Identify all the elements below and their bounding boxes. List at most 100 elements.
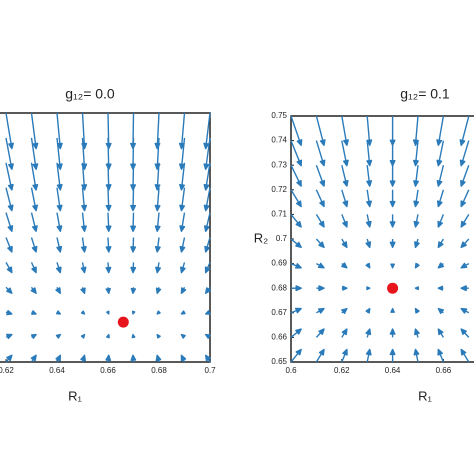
arrow bbox=[365, 328, 372, 338]
arrow bbox=[106, 333, 110, 339]
y-tick-label: 0.67 bbox=[271, 308, 287, 317]
arrow bbox=[30, 237, 38, 253]
arrow bbox=[389, 165, 396, 187]
arrow bbox=[366, 286, 371, 291]
arrow bbox=[459, 115, 470, 146]
arrow bbox=[55, 262, 62, 274]
arrow bbox=[105, 212, 112, 232]
arrow bbox=[56, 112, 63, 150]
arrow bbox=[412, 115, 419, 146]
arrow bbox=[436, 165, 445, 187]
arrow bbox=[5, 137, 14, 170]
arrow bbox=[179, 187, 186, 212]
arrow bbox=[290, 213, 302, 228]
y-tick-label: 0.69 bbox=[271, 259, 287, 268]
y-tick-label: 0.74 bbox=[271, 136, 287, 145]
arrow bbox=[365, 262, 371, 269]
arrow bbox=[178, 112, 186, 150]
arrow bbox=[413, 189, 420, 208]
arrow bbox=[80, 262, 87, 274]
arrow bbox=[389, 239, 396, 249]
arrow bbox=[365, 348, 372, 363]
panel-title: g₁₂= 0.0 bbox=[65, 86, 115, 102]
arrow bbox=[156, 310, 161, 315]
arrow bbox=[341, 165, 349, 187]
arrow bbox=[460, 189, 470, 208]
arrow bbox=[180, 354, 187, 363]
arrow bbox=[30, 333, 37, 339]
arrow bbox=[437, 348, 445, 363]
arrow bbox=[414, 286, 419, 291]
arrow bbox=[130, 187, 137, 212]
arrow bbox=[413, 214, 420, 228]
arrow bbox=[315, 348, 325, 363]
x-tick-label: 0.66 bbox=[100, 366, 116, 375]
arrow bbox=[80, 310, 86, 315]
arrow bbox=[5, 187, 14, 212]
arrow bbox=[341, 262, 348, 269]
x-tick-label: 0.66 bbox=[436, 366, 452, 375]
arrow bbox=[204, 354, 211, 363]
equilibrium-point bbox=[387, 282, 399, 294]
arrow bbox=[154, 187, 161, 212]
x-axis-label: R₁ bbox=[418, 388, 432, 403]
arrow bbox=[56, 212, 63, 232]
x-tick-label: 0.64 bbox=[49, 366, 65, 375]
equilibrium-point bbox=[117, 316, 129, 328]
arrow bbox=[105, 262, 112, 274]
x-tick-label: 0.7 bbox=[204, 366, 216, 375]
arrow bbox=[315, 164, 326, 187]
x-tick-label: 0.62 bbox=[334, 366, 350, 375]
arrow bbox=[460, 238, 470, 249]
arrow bbox=[290, 262, 302, 269]
arrow bbox=[436, 115, 445, 146]
arrow bbox=[204, 237, 211, 253]
arrow bbox=[30, 137, 39, 170]
arrow bbox=[460, 214, 470, 228]
arrow bbox=[204, 310, 211, 315]
arrow bbox=[290, 164, 302, 187]
arrow bbox=[130, 287, 137, 294]
arrow bbox=[55, 333, 62, 339]
arrow bbox=[460, 328, 470, 338]
y-tick-label: 0.7 bbox=[276, 234, 288, 243]
arrow bbox=[106, 310, 110, 315]
arrow bbox=[341, 214, 348, 228]
arrow bbox=[5, 286, 13, 294]
arrow bbox=[55, 310, 62, 315]
arrow bbox=[459, 140, 470, 167]
arrow bbox=[414, 262, 420, 269]
arrow bbox=[413, 165, 419, 187]
y-tick-label: 0.75 bbox=[271, 111, 287, 120]
y-axis-label: R₂ bbox=[254, 230, 268, 245]
arrow bbox=[315, 238, 325, 249]
y-tick-label: 0.68 bbox=[271, 283, 287, 292]
arrow bbox=[154, 162, 161, 191]
arrow bbox=[316, 307, 325, 314]
arrow bbox=[204, 262, 211, 274]
arrow bbox=[30, 354, 37, 363]
x-tick-label: 0.64 bbox=[385, 366, 401, 375]
arrow bbox=[389, 140, 396, 167]
arrow bbox=[414, 307, 420, 314]
arrow bbox=[80, 333, 86, 339]
arrow bbox=[437, 328, 444, 338]
arrow bbox=[179, 162, 186, 191]
arrow bbox=[81, 187, 88, 212]
arrow bbox=[437, 285, 444, 291]
arrow bbox=[203, 137, 211, 170]
arrow bbox=[203, 187, 211, 212]
x-tick-label: 0.6 bbox=[285, 366, 297, 375]
arrow bbox=[389, 189, 396, 208]
arrow bbox=[5, 262, 13, 274]
arrow bbox=[80, 237, 87, 253]
arrow bbox=[365, 238, 372, 249]
arrow bbox=[460, 307, 470, 314]
arrow bbox=[315, 140, 326, 167]
arrow bbox=[290, 348, 302, 363]
arrow bbox=[291, 285, 302, 292]
arrow bbox=[180, 333, 186, 339]
arrow bbox=[105, 187, 112, 212]
